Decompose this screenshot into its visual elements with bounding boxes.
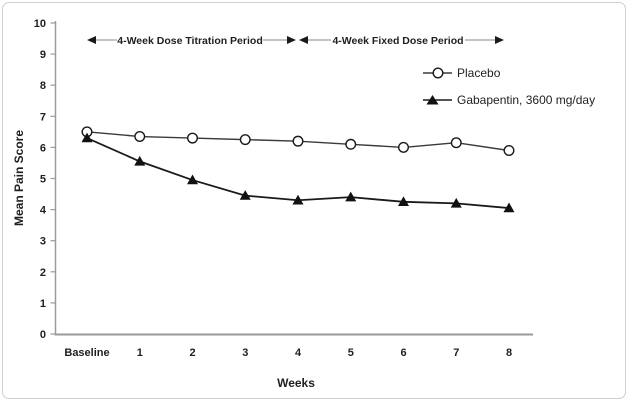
gabapentin-marker [292, 194, 304, 205]
placebo-marker [345, 138, 357, 150]
y-tick-label: 10 [34, 18, 46, 30]
y-axis-ticks: 0 1 2 3 4 5 6 7 8 9 10 [34, 18, 56, 341]
filled-triangle-marker-icon [426, 95, 439, 105]
left-arrow-icon [299, 36, 308, 44]
open-circle-marker-icon [432, 67, 444, 79]
series-layer [81, 126, 515, 213]
y-axis-title: Mean Pain Score [12, 130, 26, 226]
x-axis-title: Weeks [277, 376, 315, 390]
gabapentin-marker [345, 191, 357, 202]
placebo-marker [239, 134, 251, 146]
right-arrow-icon [287, 36, 296, 44]
y-tick-label: 9 [40, 49, 46, 61]
x-axis-labels: Baseline 1 2 3 4 5 6 7 8 [64, 347, 512, 359]
legend-item-placebo: Placebo [423, 66, 501, 80]
right-arrow-icon [495, 36, 504, 44]
gabapentin-marker [187, 174, 198, 185]
x-tick-label: 3 [242, 347, 248, 359]
placebo-marker [503, 145, 515, 157]
gabapentin-marker [398, 196, 409, 207]
legend-label-placebo: Placebo [457, 66, 501, 80]
left-arrow-icon [87, 36, 96, 44]
y-tick-label: 3 [40, 236, 46, 248]
x-tick-label: 1 [137, 347, 143, 359]
x-tick-label: 4 [295, 347, 302, 359]
legend-label-gabapentin: Gabapentin, 3600 mg/day [457, 93, 595, 107]
y-tick-label: 1 [40, 298, 46, 310]
annotation-dose-titration: 4-Week Dose Titration Period [87, 35, 296, 47]
y-tick-label: 5 [40, 174, 46, 186]
annotation-dose-titration-label: 4-Week Dose Titration Period [117, 35, 262, 47]
gabapentin-marker [134, 155, 146, 166]
x-tick-label: Baseline [64, 347, 109, 359]
placebo-marker [398, 141, 410, 153]
placebo-marker [186, 132, 198, 144]
placebo-marker [134, 131, 146, 143]
y-tick-label: 6 [40, 142, 46, 154]
placebo-marker [450, 137, 462, 149]
y-tick-label: 2 [40, 267, 46, 279]
gabapentin-marker [239, 190, 251, 200]
x-tick-label: 5 [348, 347, 354, 359]
legend-item-gabapentin: Gabapentin, 3600 mg/day [423, 93, 595, 107]
gabapentin-marker [450, 197, 462, 208]
x-tick-label: 7 [453, 347, 459, 359]
y-tick-label: 0 [40, 329, 46, 341]
y-tick-label: 8 [40, 80, 46, 92]
y-tick-label: 7 [40, 111, 46, 123]
placebo-marker [292, 135, 304, 147]
gabapentin-marker [503, 202, 515, 213]
annotation-fixed-dose: 4-Week Fixed Dose Period [299, 35, 504, 47]
x-tick-label: 2 [189, 347, 195, 359]
legend: Placebo Gabapentin, 3600 mg/day [423, 66, 595, 107]
x-tick-label: 8 [506, 347, 512, 359]
x-tick-label: 6 [400, 347, 406, 359]
y-tick-label: 4 [40, 205, 47, 217]
annotation-fixed-dose-label: 4-Week Fixed Dose Period [332, 35, 463, 47]
gabapentin-marker [81, 132, 93, 143]
